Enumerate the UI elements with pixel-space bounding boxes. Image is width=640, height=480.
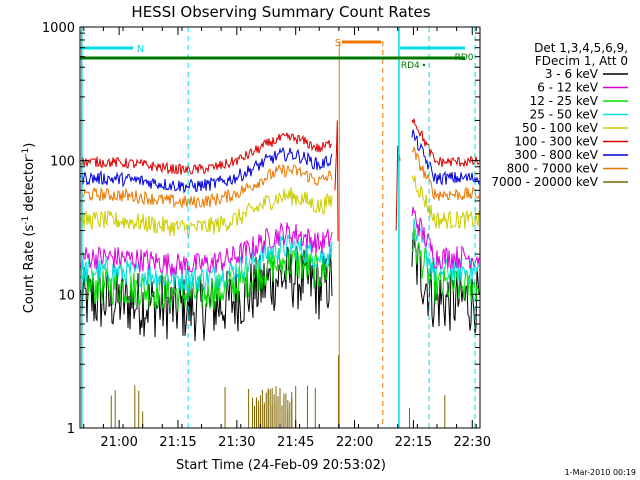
y-tick-label-0: 1 [67,422,75,437]
series-line-2-0 [80,248,333,312]
legend-label-4: 50 - 100 keV [522,121,599,135]
x-tick-label-3: 21:45 [277,435,314,450]
legend-label-5: 100 - 300 keV [514,135,598,149]
x-tick-label-1: 21:15 [159,435,196,450]
series-line-6-0 [80,146,333,194]
y-axis-label-end: ) [22,143,37,148]
saa-label: S [335,38,341,49]
chart-title: HESSI Observing Summary Count Rates [131,3,430,21]
series-line-1-1 [411,206,480,270]
x-tick-label-5: 22:15 [395,435,432,450]
series-line-4-0 [80,187,333,238]
marker-layer: S N RD0 RD4 [80,27,476,428]
legend-label-2: 12 - 25 keV [530,94,599,108]
series-line-0-1 [411,232,480,334]
y-tick-label-1: 10 [58,288,75,303]
legend-label-1: 6 - 12 keV [537,81,599,95]
series-line-3-0 [80,234,333,292]
rd0-label: RD0 [455,53,474,63]
series-line-7-1 [411,145,480,201]
y-tick-label-2: 100 [50,155,75,170]
series-line-5-1 [411,118,480,169]
series-line-4-1 [411,175,480,230]
rd4-dot [422,63,426,67]
footer-date: 1-Mar-2010 00:19 [565,468,636,477]
legend-label-7: 800 - 7000 keV [507,162,599,176]
legend-label-8: 7000 - 20000 keV [491,175,598,189]
legend-label-3: 25 - 50 keV [530,108,599,122]
x-tick-label-4: 22:00 [336,435,373,450]
rd4-label: RD4 [401,61,420,71]
y-axis-label-sup2: -1 [21,148,31,157]
series-line-5-0 [80,132,333,175]
series-line-2-1 [411,228,480,305]
x-axis-label: Start Time (24-Feb-09 20:53:02) [176,458,386,473]
legend: Det 1,3,4,5,6,9, FDecim 1, Att 0 3 - 6 k… [491,41,628,189]
y-tick-label-3: 1000 [42,21,75,36]
legend-header-line-1: Det 1,3,4,5,6,9, [534,41,628,55]
x-tick-label-2: 21:30 [218,435,255,450]
spike-pre-gap [334,120,339,242]
y-axis-label-main: Count Rate (s [22,225,37,314]
legend-label-0: 3 - 6 keV [545,67,599,81]
y-axis-label-mid: detector [22,156,37,216]
x-tick-label-0: 21:00 [100,435,137,450]
series-layer [80,118,480,428]
series-line-1-0 [80,221,333,277]
axes-layer: 21:00 21:15 21:30 21:45 22:00 22:15 22:30 1 10 10… [42,21,491,450]
y-axis-label-sup1: -1 [21,216,31,225]
legend-header-line-2: FDecim 1, Att 0 [535,54,628,68]
night-label: N [137,44,144,55]
series-line-6-1 [411,129,480,186]
y-axis-label: Count Rate (s-1 detector-1) [21,143,37,314]
legend-label-6: 300 - 800 keV [514,148,598,162]
series-line-7-0 [80,163,333,209]
x-tick-label-6: 22:30 [454,435,491,450]
